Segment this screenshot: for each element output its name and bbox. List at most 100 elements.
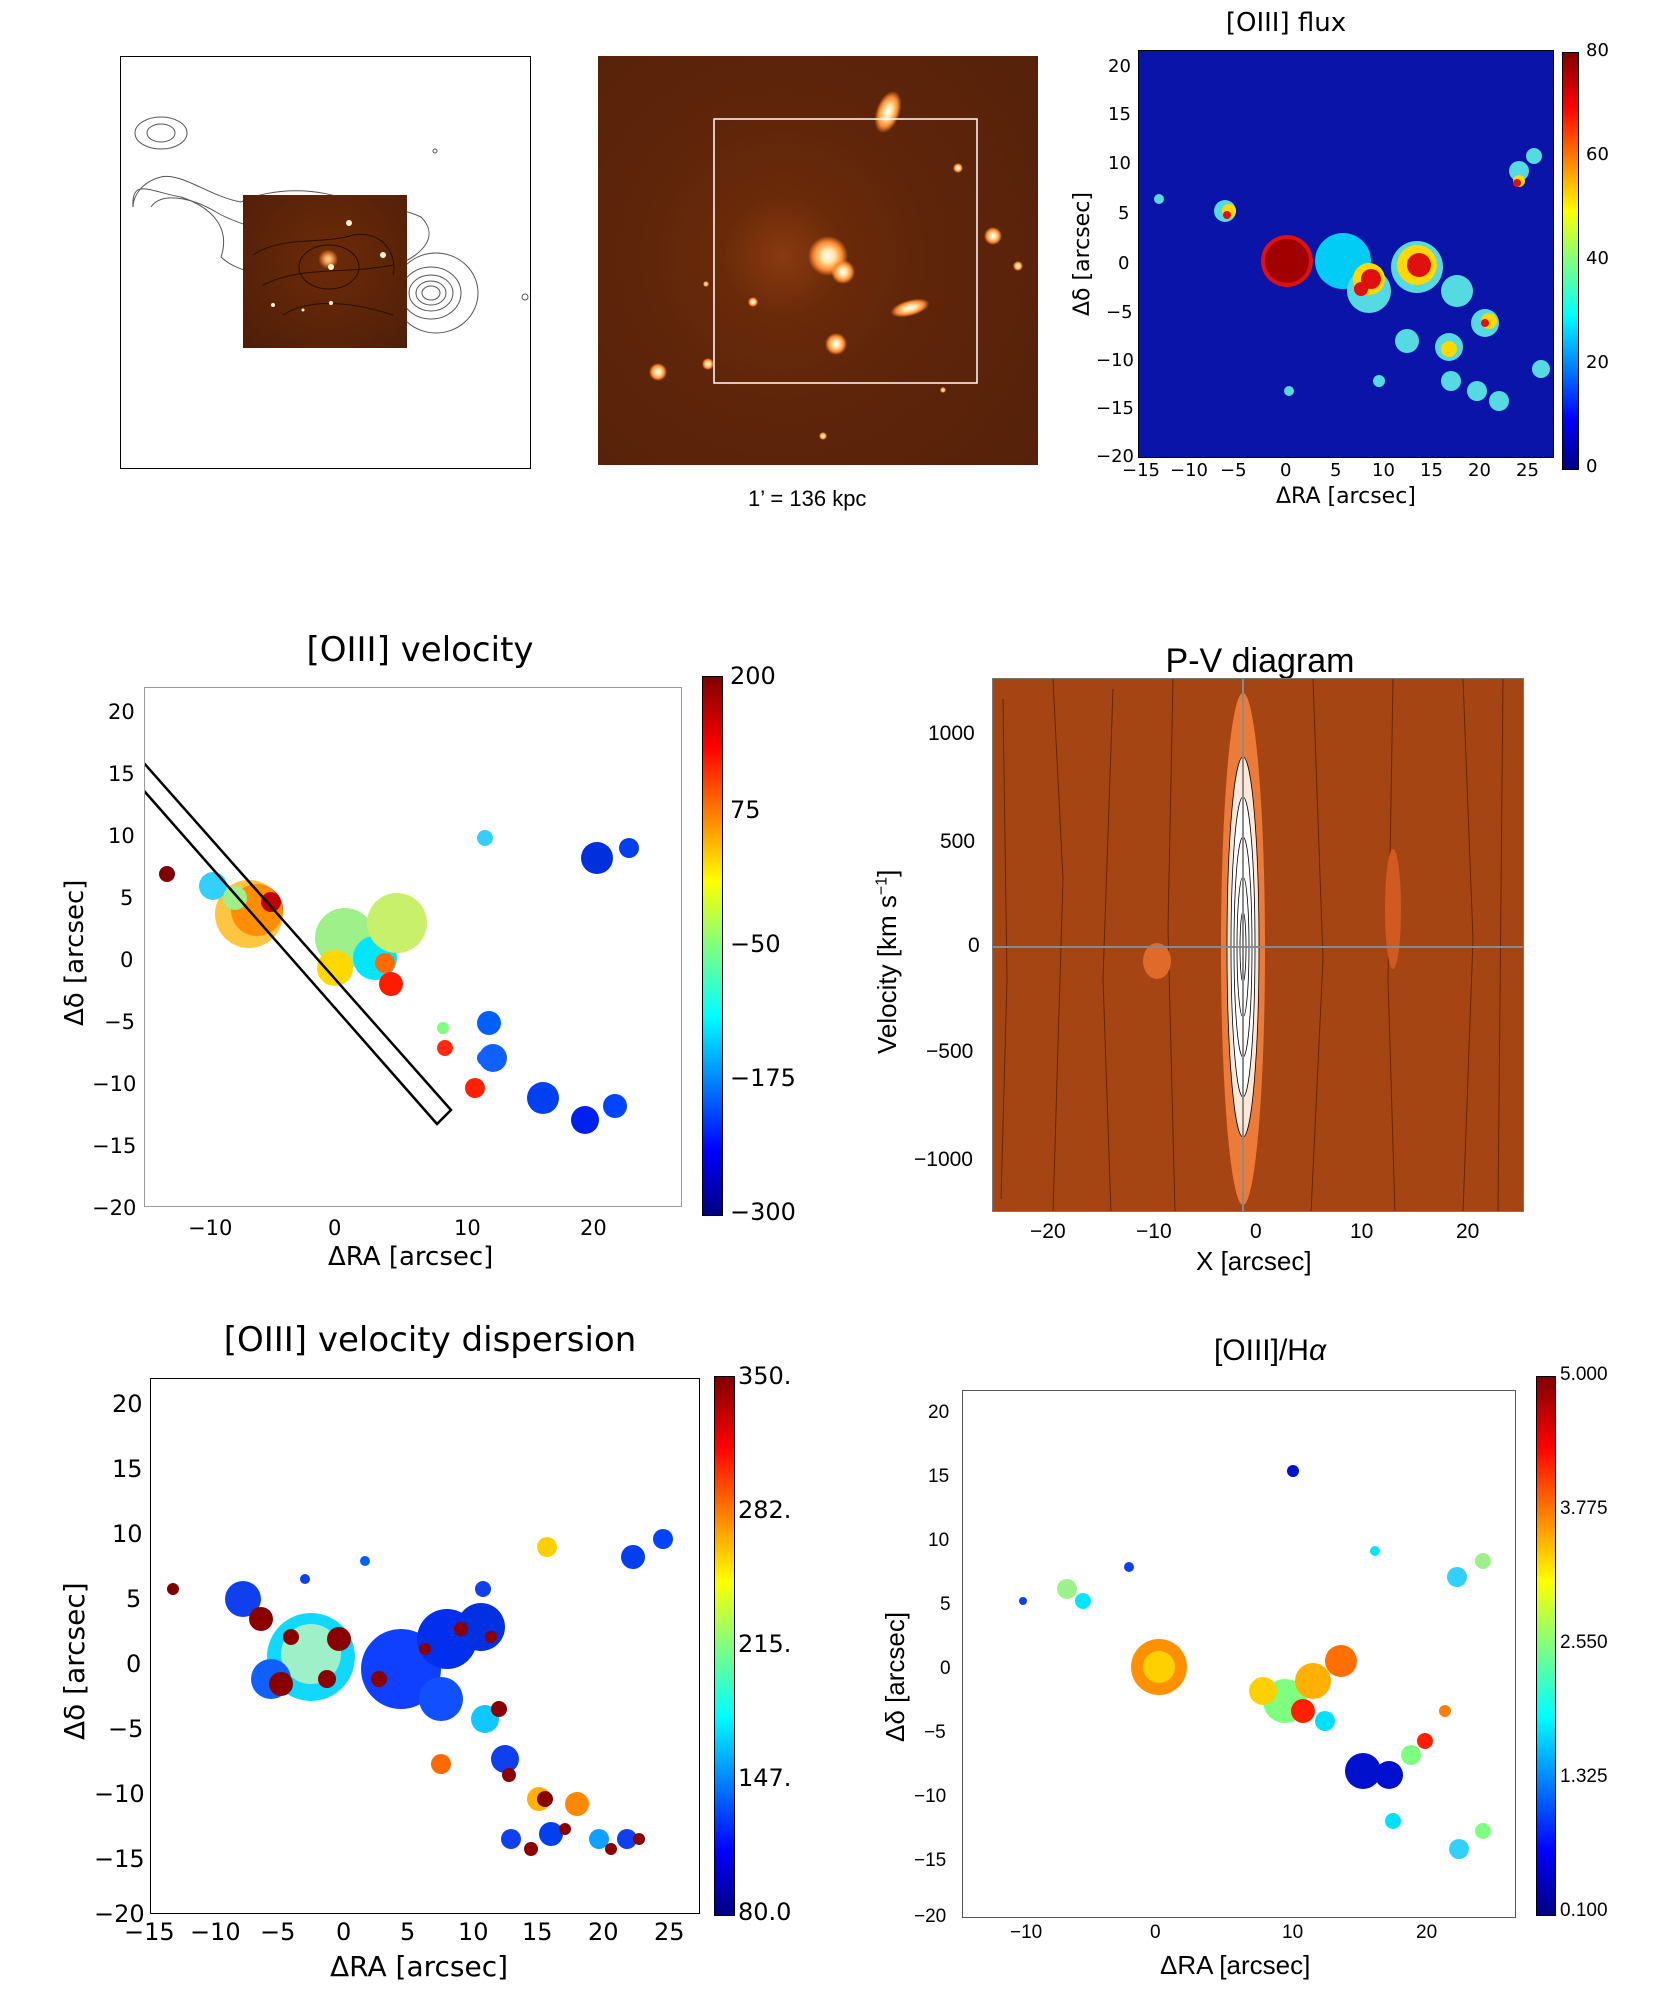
- flux-map: [1138, 50, 1554, 458]
- dispersion-ytick: −10: [94, 1780, 145, 1808]
- scale-caption: 1’ = 136 kpc: [748, 486, 867, 511]
- flux-ytick: −15: [1096, 398, 1134, 419]
- dispersion-title: [OIII] velocity dispersion: [223, 1320, 637, 1360]
- flux-cbar-tick: 0: [1586, 456, 1598, 477]
- dispersion-ytick: 15: [112, 1455, 143, 1483]
- flux-xtick: 0: [1280, 460, 1292, 481]
- velocity-cbar-tick: 200: [730, 662, 776, 690]
- ratio-ytick: −15: [914, 1850, 947, 1871]
- ratio-colorbar: [1536, 1376, 1556, 1916]
- dispersion-ytick: −5: [108, 1715, 144, 1743]
- radio-contour-panel: [120, 56, 531, 469]
- field-of-view-box: [713, 118, 978, 384]
- ratio-ytick: 20: [928, 1402, 950, 1423]
- velocity-ytick: −5: [104, 1010, 135, 1034]
- dispersion-xtick: 10: [458, 1918, 489, 1946]
- dispersion-ytick: 0: [126, 1650, 142, 1678]
- dispersion-ytick: 20: [112, 1390, 143, 1418]
- velocity-cbar-tick: −50: [730, 930, 781, 958]
- ratio-cbar-tick: 0.100: [1560, 1900, 1608, 1921]
- pv-diagram: [992, 678, 1524, 1212]
- ratio-cbar-tick: 5.000: [1560, 1364, 1608, 1385]
- pv-xtick: −10: [1136, 1220, 1172, 1243]
- flux-xlabel: ΔRA [arcsec]: [1276, 484, 1416, 509]
- dispersion-xtick: 5: [400, 1918, 416, 1946]
- ratio-xtick: 0: [1150, 1922, 1161, 1943]
- pv-ytick: −500: [926, 1040, 974, 1063]
- dispersion-xtick: −15: [124, 1918, 175, 1946]
- velocity-ytick: 15: [108, 762, 135, 786]
- ratio-cbar-tick: 2.550: [1560, 1632, 1608, 1653]
- galaxy-sources: [649, 90, 1023, 440]
- pv-ylabel: Velocity [km s−1]: [872, 870, 903, 1054]
- dispersion-ytick: −15: [94, 1845, 145, 1873]
- pv-ytick: 0: [968, 934, 980, 957]
- flux-xtick: −15: [1122, 460, 1160, 481]
- ratio-ytick: 5: [940, 1594, 951, 1615]
- velocity-ytick: 10: [108, 824, 135, 848]
- flux-cbar-tick: 80: [1586, 40, 1609, 61]
- dispersion-xtick: 25: [654, 1918, 685, 1946]
- ratio-cbar-tick: 1.325: [1560, 1766, 1608, 1787]
- ratio-xtick: 20: [1416, 1922, 1438, 1943]
- pv-xtick: −20: [1030, 1220, 1066, 1243]
- ratio-ytick: −10: [914, 1786, 947, 1807]
- velocity-ytick: 0: [120, 948, 134, 972]
- optical-inset-image: [243, 195, 407, 348]
- flux-ytick: 20: [1108, 56, 1131, 77]
- velocity-cbar-tick: 75: [730, 796, 761, 824]
- pv-xtick: 20: [1456, 1220, 1480, 1243]
- dispersion-xtick: 0: [336, 1918, 352, 1946]
- dispersion-cbar-tick: 80.0: [738, 1898, 792, 1926]
- ratio-ytick: 15: [928, 1466, 950, 1487]
- ratio-ytick: −5: [924, 1722, 946, 1743]
- ratio-xlabel: ΔRA [arcsec]: [1160, 1950, 1311, 1980]
- flux-cbar-tick: 20: [1586, 352, 1609, 373]
- dispersion-ytick: 10: [112, 1520, 143, 1548]
- dispersion-xtick: −10: [190, 1918, 241, 1946]
- dispersion-cbar-tick: 350.: [738, 1362, 792, 1390]
- pv-xtick: 0: [1250, 1220, 1262, 1243]
- velocity-ytick: 20: [108, 700, 135, 724]
- velocity-xtick: 20: [580, 1216, 607, 1240]
- flux-xtick: −10: [1170, 460, 1208, 481]
- optical-image-panel: [598, 56, 1038, 465]
- velocity-cbar-tick: −175: [730, 1064, 796, 1092]
- dispersion-ylabel: Δδ [arcsec]: [58, 1582, 91, 1740]
- pv-xlabel: X [arcsec]: [1196, 1246, 1312, 1276]
- flux-ytick: 15: [1108, 104, 1131, 125]
- flux-ytick: 0: [1118, 253, 1130, 274]
- dispersion-ytick: −20: [94, 1900, 145, 1928]
- ratio-title-greek: α: [1308, 1334, 1327, 1367]
- flux-xtick: 25: [1516, 460, 1539, 481]
- dispersion-map: [150, 1378, 700, 1914]
- flux-xtick: −5: [1220, 460, 1247, 481]
- flux-title: [OIII] flux: [1225, 8, 1347, 38]
- ratio-title: [OIII]/Hα: [1100, 1334, 1440, 1368]
- dispersion-xtick: 15: [522, 1918, 553, 1946]
- dispersion-ytick: 5: [126, 1585, 142, 1613]
- flux-ytick: −10: [1096, 350, 1134, 371]
- velocity-map: [144, 687, 682, 1207]
- velocity-xlabel: ΔRA [arcsec]: [328, 1242, 494, 1272]
- velocity-ytick: −15: [92, 1134, 137, 1158]
- ratio-ytick: −20: [914, 1906, 947, 1927]
- flux-xtick: 20: [1468, 460, 1491, 481]
- ratio-title-text: [OIII]/H: [1213, 1334, 1309, 1367]
- ratio-xtick: 10: [1282, 1922, 1304, 1943]
- flux-ytick: −20: [1096, 446, 1134, 467]
- dispersion-colorbar: [714, 1376, 735, 1916]
- ratio-xtick: −10: [1010, 1922, 1043, 1943]
- ratio-map: [962, 1390, 1516, 1918]
- pv-title: P-V diagram: [1165, 642, 1355, 680]
- ratio-ytick: 0: [940, 1658, 951, 1679]
- velocity-xtick: 10: [454, 1216, 481, 1240]
- dispersion-xtick: 20: [588, 1918, 619, 1946]
- pv-xtick: 10: [1350, 1220, 1374, 1243]
- dispersion-xtick: −5: [260, 1918, 296, 1946]
- flux-ytick: 5: [1118, 203, 1130, 224]
- pv-ytick: 1000: [928, 722, 975, 745]
- velocity-ytick: −20: [92, 1196, 137, 1220]
- velocity-ytick: 5: [120, 886, 134, 910]
- flux-colorbar: [1562, 52, 1579, 470]
